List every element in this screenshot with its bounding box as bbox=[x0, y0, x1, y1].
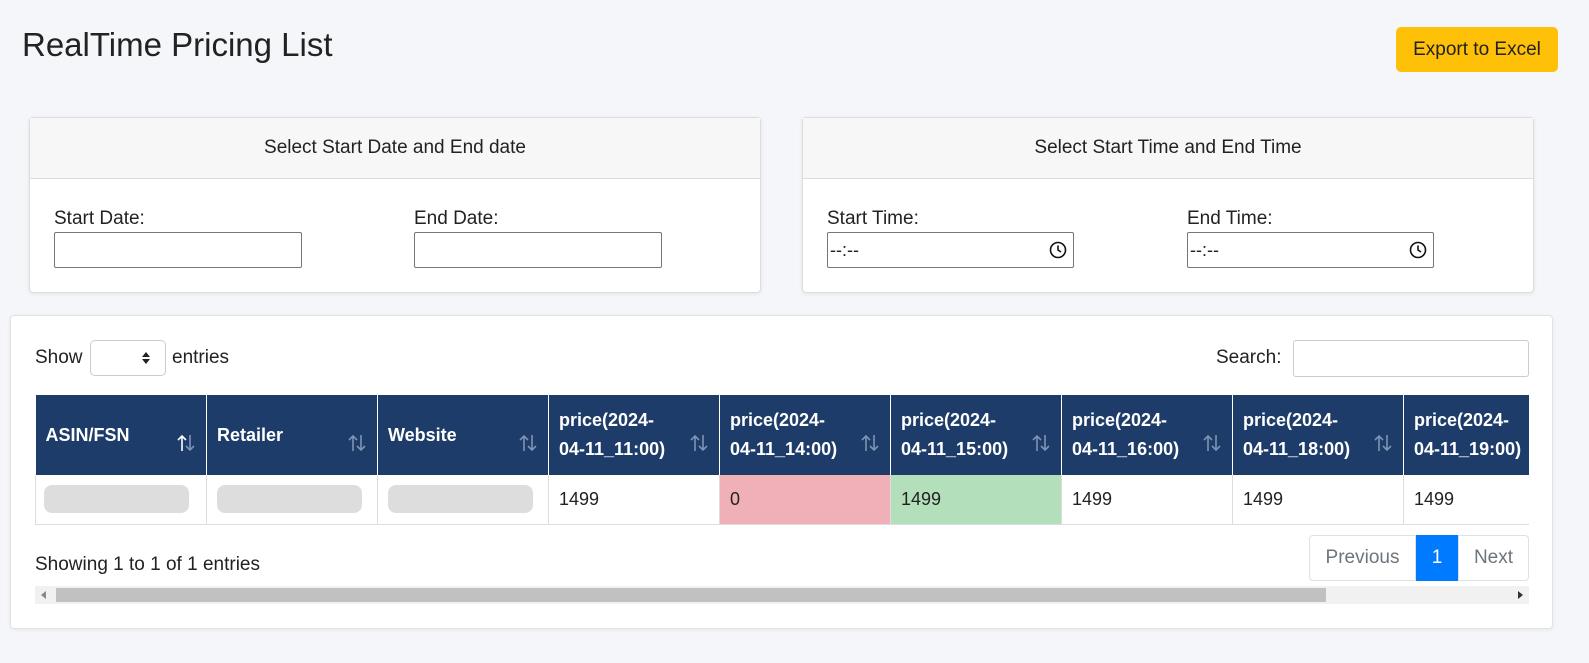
table-panel: Show entries Search: ASIN/FSN Retailer Web… bbox=[10, 315, 1553, 629]
input-value: --:-- bbox=[830, 240, 859, 260]
label: End Time: bbox=[1187, 208, 1273, 229]
label: Start Time: bbox=[827, 208, 919, 229]
previous-button[interactable]: Previous bbox=[1309, 535, 1416, 581]
price-cell: 0 bbox=[719, 475, 891, 525]
card-title: Select Start Time and End Time bbox=[803, 118, 1533, 179]
column-title: price(2024-04-11_11:00) bbox=[559, 410, 666, 459]
clock-icon bbox=[1049, 241, 1067, 259]
sort-icon bbox=[519, 434, 537, 452]
entries-label: entries bbox=[172, 347, 230, 368]
start-time-input[interactable]: --:-- bbox=[827, 232, 1074, 268]
next-button[interactable]: Next bbox=[1458, 535, 1529, 581]
column-title: price(2024-04-11_18:00) bbox=[1243, 410, 1351, 459]
sort-icon bbox=[348, 434, 366, 452]
sort-icon bbox=[177, 434, 195, 452]
redacted-block bbox=[388, 485, 533, 514]
select-arrows bbox=[142, 352, 150, 364]
column-title: Retailer bbox=[217, 424, 284, 445]
column-header[interactable]: price(2024-04-11_19:00) bbox=[1403, 395, 1529, 475]
sort-icon bbox=[1203, 434, 1221, 452]
end-date-input[interactable] bbox=[414, 232, 662, 268]
sort-icon bbox=[861, 434, 879, 452]
table-row: 1499 0 1499 1499 1499 1499 bbox=[35, 475, 1529, 525]
pricing-table: ASIN/FSN Retailer Website price(2024-04-11_… bbox=[35, 395, 1529, 525]
redacted-cell bbox=[377, 475, 549, 525]
column-header[interactable]: price(2024-04-11_11:00) bbox=[548, 395, 720, 475]
scrollbar-graphic bbox=[41, 588, 1523, 602]
column-title: Website bbox=[388, 424, 457, 445]
column-title: ASIN/FSN bbox=[45, 424, 130, 445]
card-title: Select Start Date and End date bbox=[30, 118, 760, 179]
start-date-input[interactable] bbox=[54, 232, 302, 268]
price-cell: 1499 bbox=[1232, 475, 1404, 525]
export-button[interactable]: Export to Excel bbox=[1396, 27, 1558, 72]
scrollbar[interactable] bbox=[35, 586, 1529, 604]
search-input[interactable] bbox=[1293, 340, 1529, 377]
column-header[interactable]: price(2024-04-11_14:00) bbox=[719, 395, 891, 475]
label: Start Date: bbox=[54, 208, 145, 229]
price-cell: 1499 bbox=[1403, 475, 1529, 525]
clock-icon bbox=[1409, 241, 1427, 259]
redacted-block bbox=[44, 485, 189, 514]
end-time-input[interactable]: --:-- bbox=[1187, 232, 1434, 268]
redacted-block bbox=[217, 485, 362, 514]
column-header[interactable]: price(2024-04-11_18:00) bbox=[1232, 395, 1404, 475]
column-header[interactable]: price(2024-04-11_16:00) bbox=[1061, 395, 1233, 475]
column-header[interactable]: price(2024-04-11_15:00) bbox=[890, 395, 1062, 475]
column-header[interactable]: Retailer bbox=[206, 395, 378, 475]
page-title: RealTime Pricing List bbox=[22, 26, 333, 63]
table-info: Showing 1 to 1 of 1 entries bbox=[35, 554, 260, 575]
column-title: price(2024-04-11_19:00) bbox=[1414, 410, 1522, 459]
price-cell: 1499 bbox=[890, 475, 1062, 525]
column-header[interactable]: ASIN/FSN bbox=[35, 395, 207, 475]
price-cell: 1499 bbox=[1061, 475, 1233, 525]
input-value: --:-- bbox=[1190, 240, 1219, 260]
column-title: price(2024-04-11_15:00) bbox=[901, 410, 1009, 459]
sort-icon bbox=[690, 434, 708, 452]
table-wrapper: ASIN/FSN Retailer Website price(2024-04-11_… bbox=[35, 395, 1529, 525]
entries-select[interactable] bbox=[90, 340, 166, 376]
label: End Date: bbox=[414, 208, 499, 229]
column-title: price(2024-04-11_14:00) bbox=[730, 410, 838, 459]
show-label: Show bbox=[35, 347, 83, 368]
date-card: Select Start Date and End date Start Dat… bbox=[29, 117, 761, 293]
sort-icon bbox=[1032, 434, 1050, 452]
column-header[interactable]: Website bbox=[377, 395, 549, 475]
column-title: price(2024-04-11_16:00) bbox=[1072, 410, 1180, 459]
price-cell: 1499 bbox=[548, 475, 720, 525]
sort-icon bbox=[1374, 434, 1392, 452]
redacted-cell bbox=[206, 475, 378, 525]
search-label: Search: bbox=[1216, 347, 1282, 368]
time-card: Select Start Time and End Time Start Tim… bbox=[802, 117, 1534, 293]
redacted-cell bbox=[35, 475, 207, 525]
page-button[interactable]: 1 bbox=[1416, 535, 1458, 581]
